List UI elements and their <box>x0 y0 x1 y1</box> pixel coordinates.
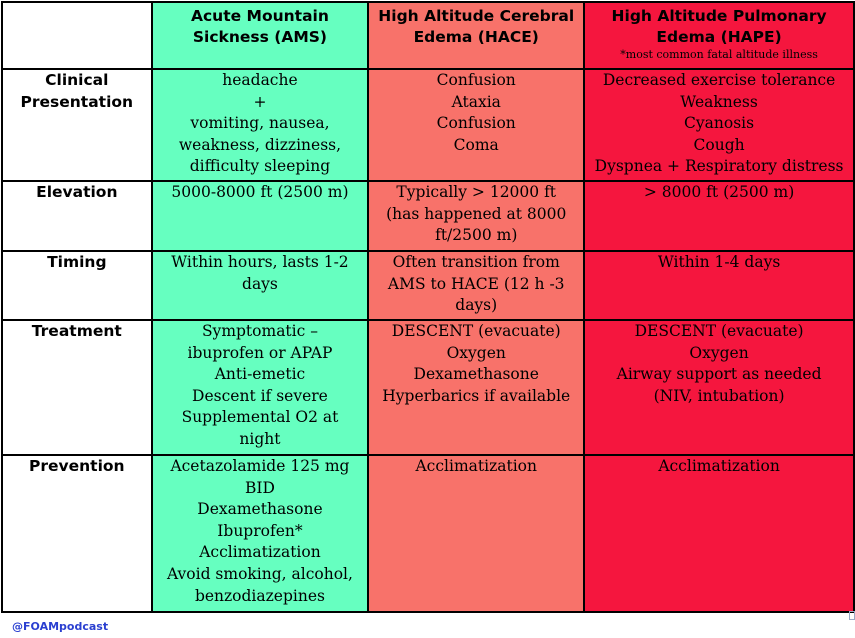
row-prevention: Prevention Acetazolamide 125 mg BID Dexa… <box>1 454 855 613</box>
cell-line: Acclimatization <box>199 543 321 562</box>
row-label: Treatment <box>1 319 153 456</box>
cell-line: Anti-emetic <box>214 365 306 384</box>
row-label-line: Clinical <box>45 71 109 89</box>
cell-line: Symptomatic – <box>201 322 318 340</box>
cell-line: Airway support as needed <box>616 365 822 384</box>
cell-line: Within hours, lasts 1-2 <box>171 253 349 271</box>
cell-line: Decreased exercise tolerance <box>602 71 836 89</box>
cell-line: days <box>242 274 278 293</box>
cell-line: + <box>253 92 267 111</box>
cell-ams: Within hours, lasts 1-2 days <box>150 250 370 321</box>
header-hape-line: High Altitude Pulmonary <box>611 7 827 25</box>
cell-line: difficulty sleeping <box>189 157 331 176</box>
header-hace-line: Edema (HACE) <box>413 28 539 46</box>
cell-line: Supplemental O2 at <box>181 408 339 427</box>
header-hape-line: Edema (HAPE) <box>656 28 782 46</box>
cell-line: BID <box>244 478 275 497</box>
header-hace: High Altitude Cerebral Edema (HACE) <box>367 1 586 70</box>
header-hace-line: High Altitude Cerebral <box>378 7 575 25</box>
row-label: Elevation <box>1 180 153 252</box>
cell-ams: Acetazolamide 125 mg BID Dexamethasone I… <box>150 454 370 613</box>
cell-line: ft/2500 m) <box>435 226 518 245</box>
cell-line: night <box>239 429 281 448</box>
cell-line: > 8000 ft (2500 m) <box>643 183 795 201</box>
cell-line: (NIV, intubation) <box>653 386 785 405</box>
cell-line: headache <box>222 71 298 89</box>
cell-hape: Acclimatization <box>583 454 855 613</box>
corner-mark <box>849 611 855 620</box>
cell-line: DESCENT (evacuate) <box>634 322 804 340</box>
header-hape: High Altitude Pulmonary Edema (HAPE) *mo… <box>583 1 855 70</box>
cell-line: DESCENT (evacuate) <box>391 322 561 340</box>
cell-hace: Often transition from AMS to HACE (12 h … <box>367 250 586 321</box>
cell-line: Often transition from <box>392 253 560 271</box>
cell-line: Ibuprofen* <box>217 521 303 540</box>
header-ams-line: Sickness (AMS) <box>192 28 328 46</box>
row-label-line: Elevation <box>36 183 118 201</box>
row-label: Timing <box>1 250 153 321</box>
cell-ams: headache + vomiting, nausea, weakness, d… <box>150 68 370 182</box>
cell-line: (has happened at 8000 <box>386 204 567 223</box>
cell-line: Acclimatization <box>658 457 780 475</box>
cell-line: Oxygen <box>446 343 506 362</box>
cell-hape: > 8000 ft (2500 m) <box>583 180 855 252</box>
cell-line: 5000-8000 ft (2500 m) <box>171 183 349 201</box>
cell-hape: Decreased exercise tolerance Weakness Cy… <box>583 68 855 182</box>
row-label: Clinical Presentation <box>1 68 153 182</box>
altitude-illness-table: Acute Mountain Sickness (AMS) High Altit… <box>1 1 855 613</box>
cell-line: days) <box>455 296 498 315</box>
row-label-line: Presentation <box>20 92 134 111</box>
header-ams: Acute Mountain Sickness (AMS) <box>150 1 370 70</box>
cell-hace: Confusion Ataxia Confusion Coma <box>367 68 586 182</box>
cell-hape: Within 1-4 days <box>583 250 855 321</box>
cell-line: Within 1-4 days <box>657 253 781 271</box>
row-timing: Timing Within hours, lasts 1-2 days Ofte… <box>1 250 855 321</box>
row-label-line: Timing <box>47 253 107 271</box>
cell-line: Avoid smoking, alcohol, <box>166 564 353 583</box>
header-row: Acute Mountain Sickness (AMS) High Altit… <box>1 1 855 70</box>
cell-ams: Symptomatic – ibuprofen or APAP Anti-eme… <box>150 319 370 456</box>
cell-line: Dexamethasone <box>413 365 539 384</box>
corner-cell <box>1 1 153 70</box>
footer-handle: @FOAMpodcast <box>12 620 109 633</box>
cell-line: Typically > 12000 ft <box>396 183 557 201</box>
cell-line: weakness, dizziness, <box>178 135 342 154</box>
row-clinical-presentation: Clinical Presentation headache + vomitin… <box>1 68 855 182</box>
cell-line: Confusion <box>436 71 516 89</box>
cell-line: Coma <box>453 135 499 154</box>
cell-ams: 5000-8000 ft (2500 m) <box>150 180 370 252</box>
cell-line: Weakness <box>680 92 758 111</box>
header-hape-note: *most common fatal altitude illness <box>620 48 818 61</box>
row-label-line: Prevention <box>29 457 125 475</box>
cell-line: Cough <box>693 135 745 154</box>
cell-line: Descent if severe <box>192 386 328 405</box>
cell-line: Oxygen <box>689 343 749 362</box>
cell-line: Acclimatization <box>415 457 537 475</box>
cell-line: Ataxia <box>451 92 501 111</box>
row-label-line: Treatment <box>31 322 122 340</box>
cell-line: Confusion <box>436 114 516 133</box>
cell-hape: DESCENT (evacuate) Oxygen Airway support… <box>583 319 855 456</box>
cell-line: Dyspnea + Respiratory distress <box>594 157 844 176</box>
header-ams-line: Acute Mountain <box>191 7 329 25</box>
cell-line: Hyperbarics if available <box>382 386 571 405</box>
cell-line: Cyanosis <box>684 114 755 133</box>
cell-line: ibuprofen or APAP <box>187 343 333 362</box>
cell-line: Acetazolamide 125 mg <box>170 457 350 475</box>
cell-line: vomiting, nausea, <box>190 114 330 133</box>
cell-line: Dexamethasone <box>197 500 323 519</box>
cell-hace: Typically > 12000 ft (has happened at 80… <box>367 180 586 252</box>
cell-hace: DESCENT (evacuate) Oxygen Dexamethasone … <box>367 319 586 456</box>
cell-line: benzodiazepines <box>194 586 325 605</box>
row-treatment: Treatment Symptomatic – ibuprofen or APA… <box>1 319 855 456</box>
row-label: Prevention <box>1 454 153 613</box>
cell-hace: Acclimatization <box>367 454 586 613</box>
cell-line: AMS to HACE (12 h -3 <box>387 274 565 293</box>
row-elevation: Elevation 5000-8000 ft (2500 m) Typicall… <box>1 180 855 252</box>
